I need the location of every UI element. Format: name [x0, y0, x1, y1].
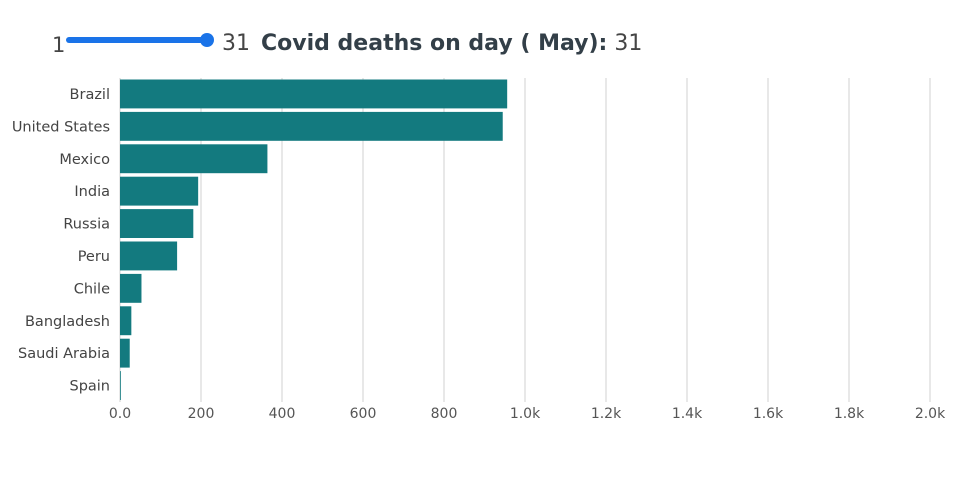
y-category-label: Mexico [59, 152, 110, 168]
x-tick-label: 1.4k [672, 406, 703, 422]
day-slider-handle[interactable] [200, 33, 214, 47]
x-tick-label: 2.0k [915, 406, 946, 422]
x-axis-ticks: 0.0 200 400 600 800 1.0k 1.2k 1.4k 1.6k 1.8k 2.0k [109, 406, 946, 422]
bar-mexico[interactable] [120, 144, 268, 174]
day-slider-track[interactable] [66, 37, 208, 43]
y-category-label: India [74, 184, 110, 200]
bar-chile[interactable] [120, 273, 142, 303]
bar-bangladesh[interactable] [120, 306, 132, 336]
bar-spain[interactable] [120, 371, 121, 400]
y-category-label: Brazil [70, 87, 110, 103]
x-tick-label: 1.2k [591, 406, 622, 422]
chart-title: Covid deaths on day ( May): [261, 31, 608, 56]
bar-india[interactable] [120, 176, 199, 206]
x-tick-label: 1.8k [834, 406, 865, 422]
x-tick-label: 400 [269, 406, 296, 422]
slider-max-label: 31 [222, 31, 250, 56]
bars [120, 79, 508, 400]
x-tick-label: 800 [431, 406, 458, 422]
y-category-label: Bangladesh [25, 314, 110, 330]
y-category-label: Peru [78, 249, 110, 265]
y-category-label: Chile [74, 281, 110, 297]
y-category-label: United States [12, 119, 110, 135]
x-tick-label: 200 [188, 406, 215, 422]
bar-russia[interactable] [120, 209, 194, 238]
y-axis-labels: Brazil United States Mexico India Russia Peru… [12, 87, 110, 395]
y-category-label: Saudi Arabia [18, 346, 110, 362]
slider-min-label: 1 [52, 33, 66, 57]
title-row: 31 Covid deaths on day ( May): 31 [222, 31, 642, 56]
x-tick-label: 1.0k [510, 406, 541, 422]
x-tick-label: 0.0 [109, 406, 131, 422]
bar-brazil[interactable] [120, 79, 508, 109]
x-tick-label: 1.6k [753, 406, 784, 422]
x-tick-label: 600 [350, 406, 377, 422]
selected-day-value: 31 [614, 31, 643, 56]
chart-header: 1 31 Covid deaths on day ( May): 31 [0, 0, 960, 80]
y-category-label: Spain [69, 379, 110, 395]
y-category-label: Russia [63, 217, 110, 233]
bar-saudi-arabia[interactable] [120, 338, 130, 368]
bar-united-states[interactable] [120, 111, 503, 141]
bar-peru[interactable] [120, 241, 178, 271]
